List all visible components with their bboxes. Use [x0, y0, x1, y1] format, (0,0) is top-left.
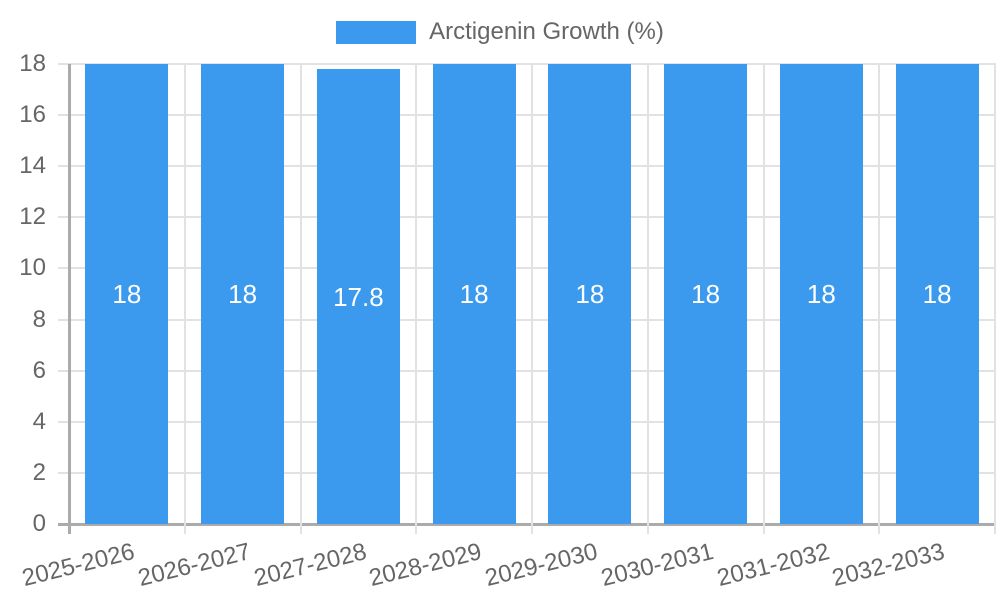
bar-2026-2027[interactable] [201, 64, 285, 524]
gridline-vertical [415, 64, 418, 534]
x-axis-tick-label: 2026-2027 [135, 538, 254, 592]
y-axis-tick-label: 10 [19, 254, 46, 282]
bar-value-label: 18 [575, 279, 605, 309]
gridline-vertical [762, 64, 765, 534]
gridline-horizontal [58, 318, 996, 321]
gridline-vertical [299, 64, 302, 534]
bar-2028-2029[interactable] [432, 64, 516, 524]
gridline-horizontal [58, 369, 996, 372]
x-axis-line [58, 523, 996, 526]
y-axis-tick-label: 0 [32, 510, 46, 537]
gridline-horizontal [58, 471, 996, 474]
x-axis-tick-label: 2030-2031 [598, 538, 717, 592]
legend-label: Arctigenin Growth (%) [429, 18, 664, 45]
x-axis-tick-label: 2029-2030 [482, 538, 601, 592]
bar-value-label: 18 [806, 279, 836, 309]
y-axis-tick-label: 12 [19, 203, 46, 231]
gridline-horizontal [58, 114, 996, 117]
y-axis-tick-label: 18 [19, 50, 46, 77]
x-axis-tick-label: 2027-2028 [251, 538, 369, 592]
gridline-vertical [531, 64, 533, 534]
gridline-vertical [878, 64, 881, 534]
x-axis-tick-label: 2032-2033 [829, 538, 948, 592]
gridline-vertical [994, 64, 996, 534]
gridline-horizontal [58, 63, 996, 65]
gridline-horizontal [58, 267, 996, 270]
bar-value-label: 18 [922, 279, 952, 309]
bar-value-label: 17.8 [333, 281, 384, 312]
gridline-vertical [183, 64, 186, 534]
bar-2031-2032[interactable] [779, 64, 863, 524]
bar-value-label: 18 [228, 279, 258, 309]
y-axis-line [68, 64, 71, 534]
bar-2025-2026[interactable] [85, 64, 169, 524]
gridline-vertical [646, 64, 649, 534]
bar-value-label: 18 [691, 279, 721, 309]
bar-value-label: 18 [459, 279, 489, 309]
legend-color-swatch [336, 20, 417, 44]
x-axis-tick-label: 2031-2032 [714, 538, 832, 592]
gridline-horizontal [58, 420, 996, 423]
bar-value-label: 18 [112, 279, 142, 309]
y-axis-tick-label: 4 [32, 407, 46, 435]
legend-item-arctigenin-growth[interactable]: Arctigenin Growth (%) [336, 18, 664, 46]
bar-2032-2033[interactable] [895, 64, 979, 524]
bar-2027-2028[interactable] [316, 69, 400, 524]
chart-legend: Arctigenin Growth (%) [0, 18, 1000, 46]
y-axis-tick-label: 6 [32, 356, 46, 384]
y-axis-tick-label: 14 [19, 152, 46, 180]
gridline-horizontal [58, 216, 996, 219]
bar-2029-2030[interactable] [548, 64, 632, 524]
y-axis-tick-label: 16 [19, 101, 46, 129]
x-axis-tick-label: 2028-2029 [366, 538, 485, 592]
gridline-horizontal [58, 165, 996, 168]
bar-2030-2031[interactable] [664, 64, 748, 524]
y-axis-tick-label: 2 [32, 458, 46, 486]
x-axis-tick-label: 2025-2026 [19, 538, 138, 592]
y-axis-tick-label: 8 [32, 305, 46, 333]
